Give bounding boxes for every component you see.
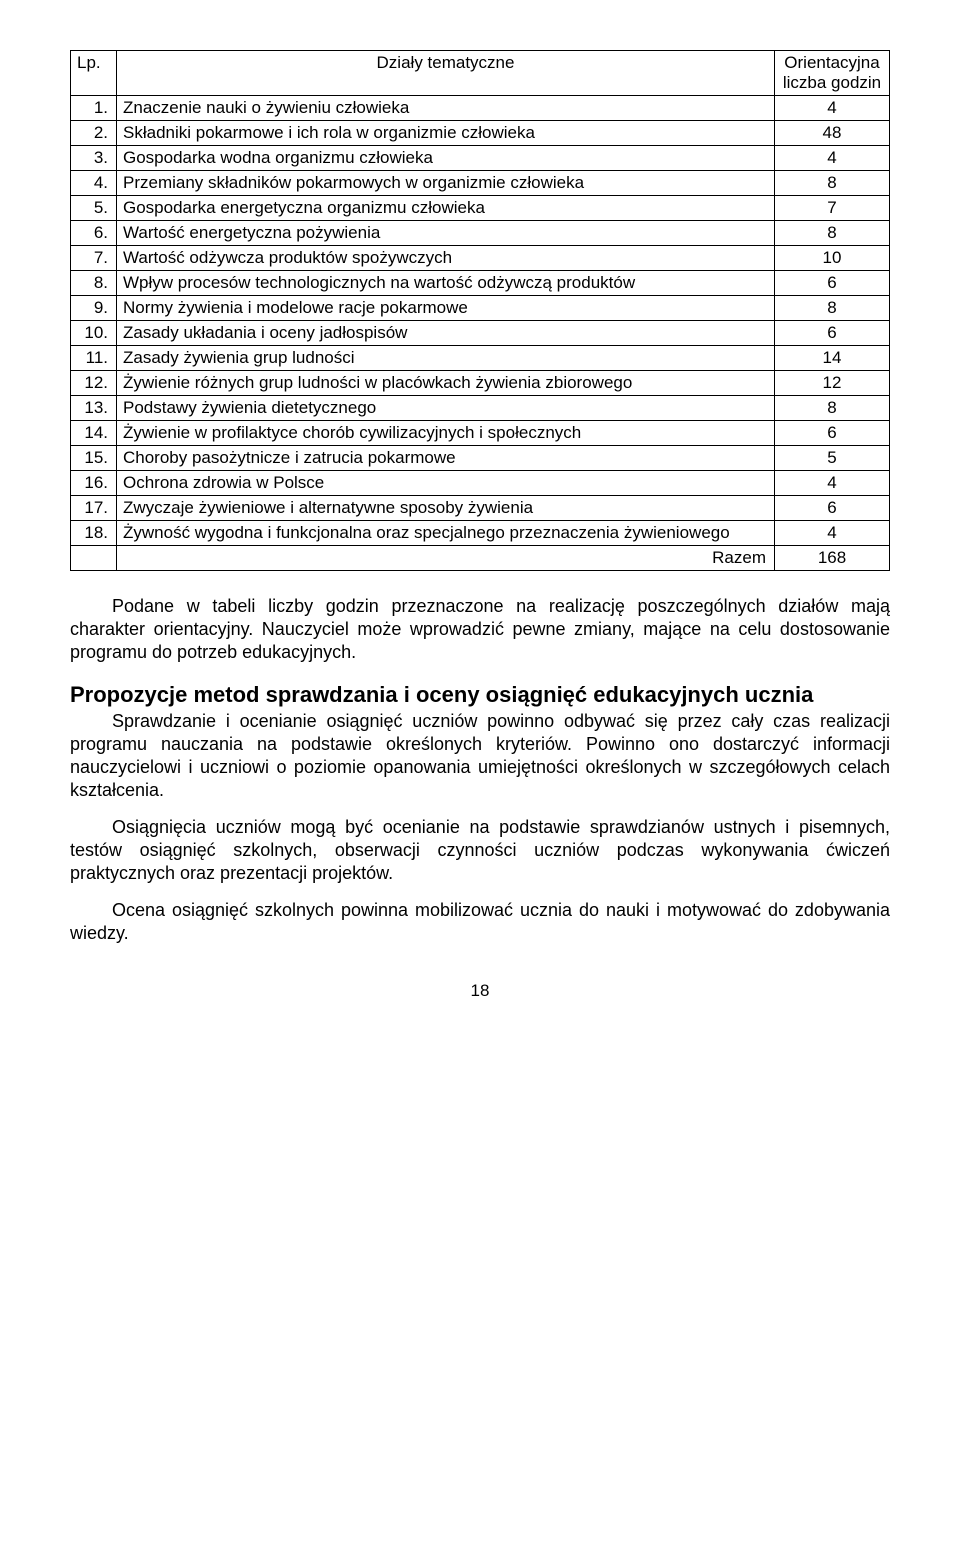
table-row: 5.Gospodarka energetyczna organizmu czło… — [71, 196, 890, 221]
table-row: 7.Wartość odżywcza produktów spożywczych… — [71, 246, 890, 271]
cell-hours: 6 — [775, 496, 890, 521]
cell-lp: 17. — [71, 496, 117, 521]
cell-lp: 18. — [71, 521, 117, 546]
table-row: 3.Gospodarka wodna organizmu człowieka4 — [71, 146, 890, 171]
table-row: 4.Przemiany składników pokarmowych w org… — [71, 171, 890, 196]
cell-lp: 16. — [71, 471, 117, 496]
table-row: 14.Żywienie w profilaktyce chorób cywili… — [71, 421, 890, 446]
cell-hours: 6 — [775, 271, 890, 296]
table-row: 17.Zwyczaje żywieniowe i alternatywne sp… — [71, 496, 890, 521]
section-heading: Propozycje metod sprawdzania i oceny osi… — [70, 682, 890, 708]
table-row: 13.Podstawy żywienia dietetycznego8 — [71, 396, 890, 421]
cell-topic: Ochrona zdrowia w Polsce — [117, 471, 775, 496]
cell-hours: 8 — [775, 396, 890, 421]
table-row: 2.Składniki pokarmowe i ich rola w organ… — [71, 121, 890, 146]
cell-lp: 4. — [71, 171, 117, 196]
cell-lp: 8. — [71, 271, 117, 296]
cell-lp: 13. — [71, 396, 117, 421]
header-topic: Działy tematyczne — [117, 51, 775, 96]
cell-topic: Składniki pokarmowe i ich rola w organiz… — [117, 121, 775, 146]
table-row: 6.Wartość energetyczna pożywienia8 — [71, 221, 890, 246]
cell-blank — [71, 546, 117, 571]
cell-lp: 10. — [71, 321, 117, 346]
cell-lp: 6. — [71, 221, 117, 246]
cell-hours: 4 — [775, 471, 890, 496]
cell-hours: 4 — [775, 146, 890, 171]
paragraph-4: Ocena osiągnięć szkolnych powinna mobili… — [70, 899, 890, 945]
cell-hours: 8 — [775, 221, 890, 246]
header-hours: Orientacyjna liczba godzin — [775, 51, 890, 96]
table-row: 16.Ochrona zdrowia w Polsce4 — [71, 471, 890, 496]
table-row: 12.Żywienie różnych grup ludności w plac… — [71, 371, 890, 396]
cell-lp: 5. — [71, 196, 117, 221]
cell-topic: Choroby pasożytnicze i zatrucia pokarmow… — [117, 446, 775, 471]
table-row: 11.Zasady żywienia grup ludności14 — [71, 346, 890, 371]
cell-hours: 4 — [775, 521, 890, 546]
cell-hours: 7 — [775, 196, 890, 221]
paragraph-3: Osiągnięcia uczniów mogą być ocenianie n… — [70, 816, 890, 885]
cell-topic: Wpływ procesów technologicznych na warto… — [117, 271, 775, 296]
cell-hours: 6 — [775, 321, 890, 346]
cell-hours: 8 — [775, 296, 890, 321]
cell-lp: 1. — [71, 96, 117, 121]
cell-topic: Podstawy żywienia dietetycznego — [117, 396, 775, 421]
table-row: 15.Choroby pasożytnicze i zatrucia pokar… — [71, 446, 890, 471]
cell-topic: Zasady żywienia grup ludności — [117, 346, 775, 371]
cell-lp: 9. — [71, 296, 117, 321]
table-row: 10.Zasady układania i oceny jadłospisów6 — [71, 321, 890, 346]
cell-topic: Gospodarka energetyczna organizmu człowi… — [117, 196, 775, 221]
cell-hours: 8 — [775, 171, 890, 196]
cell-lp: 3. — [71, 146, 117, 171]
cell-lp: 11. — [71, 346, 117, 371]
cell-lp: 12. — [71, 371, 117, 396]
paragraph-2: Sprawdzanie i ocenianie osiągnięć ucznió… — [70, 710, 890, 802]
cell-hours: 5 — [775, 446, 890, 471]
paragraph-intro: Podane w tabeli liczby godzin przeznaczo… — [70, 595, 890, 664]
cell-topic: Przemiany składników pokarmowych w organ… — [117, 171, 775, 196]
topics-table: Lp. Działy tematyczne Orientacyjna liczb… — [70, 50, 890, 571]
cell-hours: 48 — [775, 121, 890, 146]
cell-topic: Wartość odżywcza produktów spożywczych — [117, 246, 775, 271]
cell-hours: 4 — [775, 96, 890, 121]
cell-topic: Zwyczaje żywieniowe i alternatywne sposo… — [117, 496, 775, 521]
cell-hours: 14 — [775, 346, 890, 371]
cell-topic: Normy żywienia i modelowe racje pokarmow… — [117, 296, 775, 321]
cell-lp: 14. — [71, 421, 117, 446]
cell-lp: 15. — [71, 446, 117, 471]
cell-hours: 12 — [775, 371, 890, 396]
cell-topic: Żywność wygodna i funkcjonalna oraz spec… — [117, 521, 775, 546]
cell-topic: Znaczenie nauki o żywieniu człowieka — [117, 96, 775, 121]
table-row: 8.Wpływ procesów technologicznych na war… — [71, 271, 890, 296]
cell-topic: Wartość energetyczna pożywienia — [117, 221, 775, 246]
cell-lp: 2. — [71, 121, 117, 146]
header-lp: Lp. — [71, 51, 117, 96]
table-row: 1.Znaczenie nauki o żywieniu człowieka4 — [71, 96, 890, 121]
cell-total-label: Razem — [117, 546, 775, 571]
cell-topic: Gospodarka wodna organizmu człowieka — [117, 146, 775, 171]
table-row: 9.Normy żywienia i modelowe racje pokarm… — [71, 296, 890, 321]
cell-hours: 10 — [775, 246, 890, 271]
page-number: 18 — [70, 981, 890, 1001]
cell-topic: Żywienie w profilaktyce chorób cywilizac… — [117, 421, 775, 446]
cell-lp: 7. — [71, 246, 117, 271]
table-row: 18.Żywność wygodna i funkcjonalna oraz s… — [71, 521, 890, 546]
cell-total-value: 168 — [775, 546, 890, 571]
cell-topic: Zasady układania i oceny jadłospisów — [117, 321, 775, 346]
cell-topic: Żywienie różnych grup ludności w placówk… — [117, 371, 775, 396]
table-total-row: Razem168 — [71, 546, 890, 571]
cell-hours: 6 — [775, 421, 890, 446]
